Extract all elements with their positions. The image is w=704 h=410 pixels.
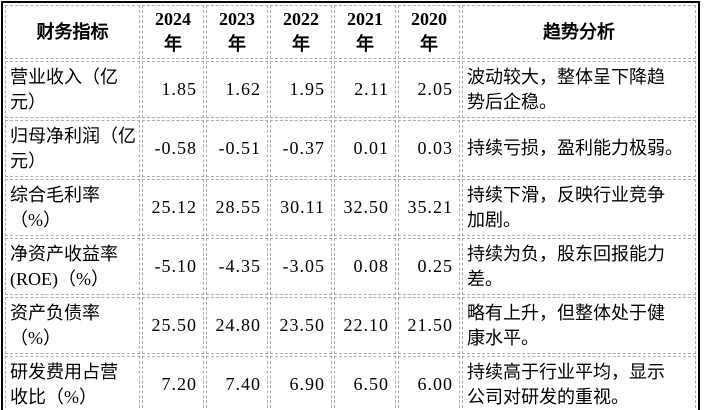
value-cell-2023: 7.40: [206, 356, 268, 410]
column-header-year-2022: 2022 年: [270, 5, 332, 59]
value-cell-2021: 0.08: [334, 238, 396, 295]
indicator-cell: 净资产收益率 (ROE)（%）: [5, 238, 140, 295]
value-cell-2021: 22.10: [334, 297, 396, 354]
value-cell-2024: 7.20: [142, 356, 204, 410]
value-cell-2022: 6.90: [270, 356, 332, 410]
value-cell-2021: 2.11: [334, 61, 396, 118]
trend-cell: 持续为负，股东回报能力 差。: [462, 238, 696, 295]
column-header-year-2021: 2021 年: [334, 5, 396, 59]
indicator-cell: 综合毛利率（%）: [5, 179, 140, 236]
value-cell-2023: 28.55: [206, 179, 268, 236]
value-cell-2022: 30.11: [270, 179, 332, 236]
table-row-net-profit: 归母净利润（亿 元） -0.58 -0.51 -0.37 0.01 0.03 持…: [5, 120, 696, 177]
indicator-cell: 营业收入（亿 元）: [5, 61, 140, 118]
indicator-cell: 资产负债率（%）: [5, 297, 140, 354]
column-header-year-2023: 2023 年: [206, 5, 268, 59]
value-cell-2022: -3.05: [270, 238, 332, 295]
value-cell-2021: 0.01: [334, 120, 396, 177]
table-row-revenue: 营业收入（亿 元） 1.85 1.62 1.95 2.11 2.05 波动较大，…: [5, 61, 696, 118]
value-cell-2022: -0.37: [270, 120, 332, 177]
trend-cell: 持续下滑，反映行业竞争 加剧。: [462, 179, 696, 236]
value-cell-2023: -4.35: [206, 238, 268, 295]
trend-cell: 略有上升，但整体处于健 康水平。: [462, 297, 696, 354]
indicator-cell: 研发费用占营 收比（%）: [5, 356, 140, 410]
value-cell-2024: 25.12: [142, 179, 204, 236]
table-row-gross-margin: 综合毛利率（%） 25.12 28.55 30.11 32.50 35.21 持…: [5, 179, 696, 236]
trend-cell: 持续亏损，盈利能力极弱。: [462, 120, 696, 177]
value-cell-2021: 32.50: [334, 179, 396, 236]
value-cell-2021: 6.50: [334, 356, 396, 410]
value-cell-2023: -0.51: [206, 120, 268, 177]
value-cell-2024: 1.85: [142, 61, 204, 118]
indicator-cell: 归母净利润（亿 元）: [5, 120, 140, 177]
header-row: 财务指标 2024 年 2023 年 2022 年 2021 年 2020 年 …: [5, 5, 696, 59]
value-cell-2020: 6.00: [398, 356, 460, 410]
value-cell-2020: 2.05: [398, 61, 460, 118]
column-header-year-2020: 2020 年: [398, 5, 460, 59]
value-cell-2022: 23.50: [270, 297, 332, 354]
value-cell-2020: 35.21: [398, 179, 460, 236]
column-header-year-2024: 2024 年: [142, 5, 204, 59]
value-cell-2024: 25.50: [142, 297, 204, 354]
trend-cell: 持续高于行业平均，显示 公司对研发的重视。: [462, 356, 696, 410]
value-cell-2024: -0.58: [142, 120, 204, 177]
value-cell-2023: 1.62: [206, 61, 268, 118]
value-cell-2022: 1.95: [270, 61, 332, 118]
table-row-debt-ratio: 资产负债率（%） 25.50 24.80 23.50 22.10 21.50 略…: [5, 297, 696, 354]
value-cell-2020: 21.50: [398, 297, 460, 354]
trend-cell: 波动较大，整体呈下降趋 势后企稳。: [462, 61, 696, 118]
value-cell-2024: -5.10: [142, 238, 204, 295]
value-cell-2023: 24.80: [206, 297, 268, 354]
column-header-trend: 趋势分析: [462, 5, 696, 59]
value-cell-2020: 0.03: [398, 120, 460, 177]
value-cell-2020: 0.25: [398, 238, 460, 295]
table-row-rd-ratio: 研发费用占营 收比（%） 7.20 7.40 6.90 6.50 6.00 持续…: [5, 356, 696, 410]
column-header-indicator: 财务指标: [5, 5, 140, 59]
table-row-roe: 净资产收益率 (ROE)（%） -5.10 -4.35 -3.05 0.08 0…: [5, 238, 696, 295]
